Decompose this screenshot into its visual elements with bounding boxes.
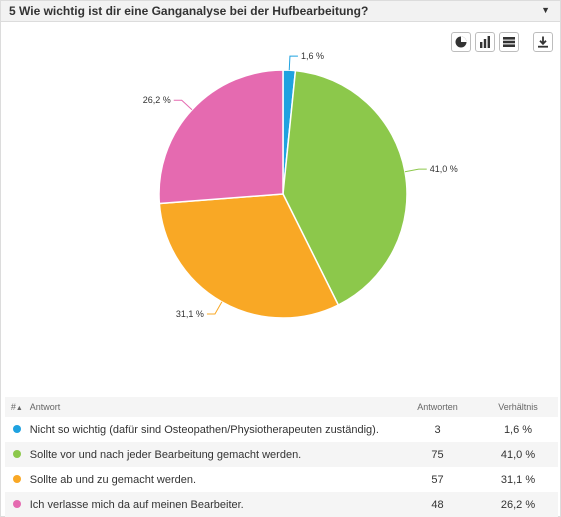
results-table: #▲ Antwort Antworten Verhältnis Nicht so… (5, 397, 558, 517)
pie-chart-icon (455, 36, 467, 48)
pie-chart-button[interactable] (451, 32, 471, 52)
question-header[interactable]: 5 Wie wichtig ist dir eine Ganganalyse b… (1, 1, 560, 22)
column-header-count[interactable]: Antworten (397, 397, 479, 417)
table-view-button[interactable] (499, 32, 519, 52)
count-cell: 3 (434, 423, 441, 436)
column-header-num[interactable]: #▲ (5, 397, 29, 417)
bar-chart-icon (480, 36, 490, 48)
column-header-answer[interactable]: Antwort (28, 397, 398, 417)
pie-data-label: 41,0 % (430, 164, 458, 174)
count-cell: 48 (397, 492, 479, 517)
table-row: Sollte ab und zu gemacht werden. 57 31,1… (5, 467, 558, 492)
color-dot (12, 499, 21, 508)
ratio-cell: 31,1 % (500, 473, 536, 486)
pie-data-label: 31,1 % (176, 309, 204, 319)
ratio-cell: 41,0 % (478, 442, 558, 467)
download-icon (538, 36, 548, 48)
table-row: Nicht so wichtig (dafür sind Osteopathen… (5, 417, 558, 442)
caret-down-icon[interactable]: ▼ (541, 5, 550, 15)
count-cell: 57 (431, 473, 444, 486)
pie-slice[interactable] (158, 69, 284, 205)
pie-data-label: 1,6 % (301, 51, 324, 61)
question-title: 5 Wie wichtig ist dir eine Ganganalyse b… (9, 4, 369, 18)
answer-cell: Sollte ab und zu gemacht werden. (29, 473, 197, 486)
pie-leader-line (173, 99, 193, 111)
ratio-cell: 1,6 % (503, 423, 533, 436)
download-button[interactable] (533, 32, 553, 52)
answer-cell: Sollte vor und nach jeder Bearbeitung ge… (28, 442, 398, 467)
ratio-cell: 26,2 % (478, 492, 558, 517)
table-icon (503, 37, 515, 47)
pie-slice[interactable] (158, 193, 340, 319)
table-row: Ich verlasse mich da auf meinen Bearbeit… (5, 492, 558, 517)
pie-leader-line (404, 168, 427, 173)
pie-slice[interactable] (282, 69, 408, 306)
pie-leader-line (206, 301, 223, 315)
sort-asc-icon[interactable]: ▲ (15, 405, 23, 412)
color-dot (12, 424, 21, 433)
table-header-row: #▲ Antwort Antworten Verhältnis (5, 397, 558, 417)
pie-leader-line (288, 55, 298, 71)
answer-cell: Ich verlasse mich da auf meinen Bearbeit… (28, 492, 398, 517)
table-row: Sollte vor und nach jeder Bearbeitung ge… (5, 442, 558, 467)
answer-cell: Nicht so wichtig (dafür sind Osteopathen… (29, 423, 379, 436)
bar-chart-button[interactable] (475, 32, 495, 52)
color-dot (12, 474, 21, 483)
count-cell: 75 (397, 442, 479, 467)
pie-data-label: 26,2 % (143, 95, 171, 105)
num-header-label: # (10, 402, 16, 412)
pie-chart: 1,6 % 41,0 % 31,1 % 26,2 % (143, 51, 458, 319)
column-header-ratio[interactable]: Verhältnis (478, 397, 558, 417)
color-dot (12, 449, 21, 458)
pie-chart-area: 1,6 % 41,0 % 31,1 % 26,2 % (1, 22, 560, 397)
